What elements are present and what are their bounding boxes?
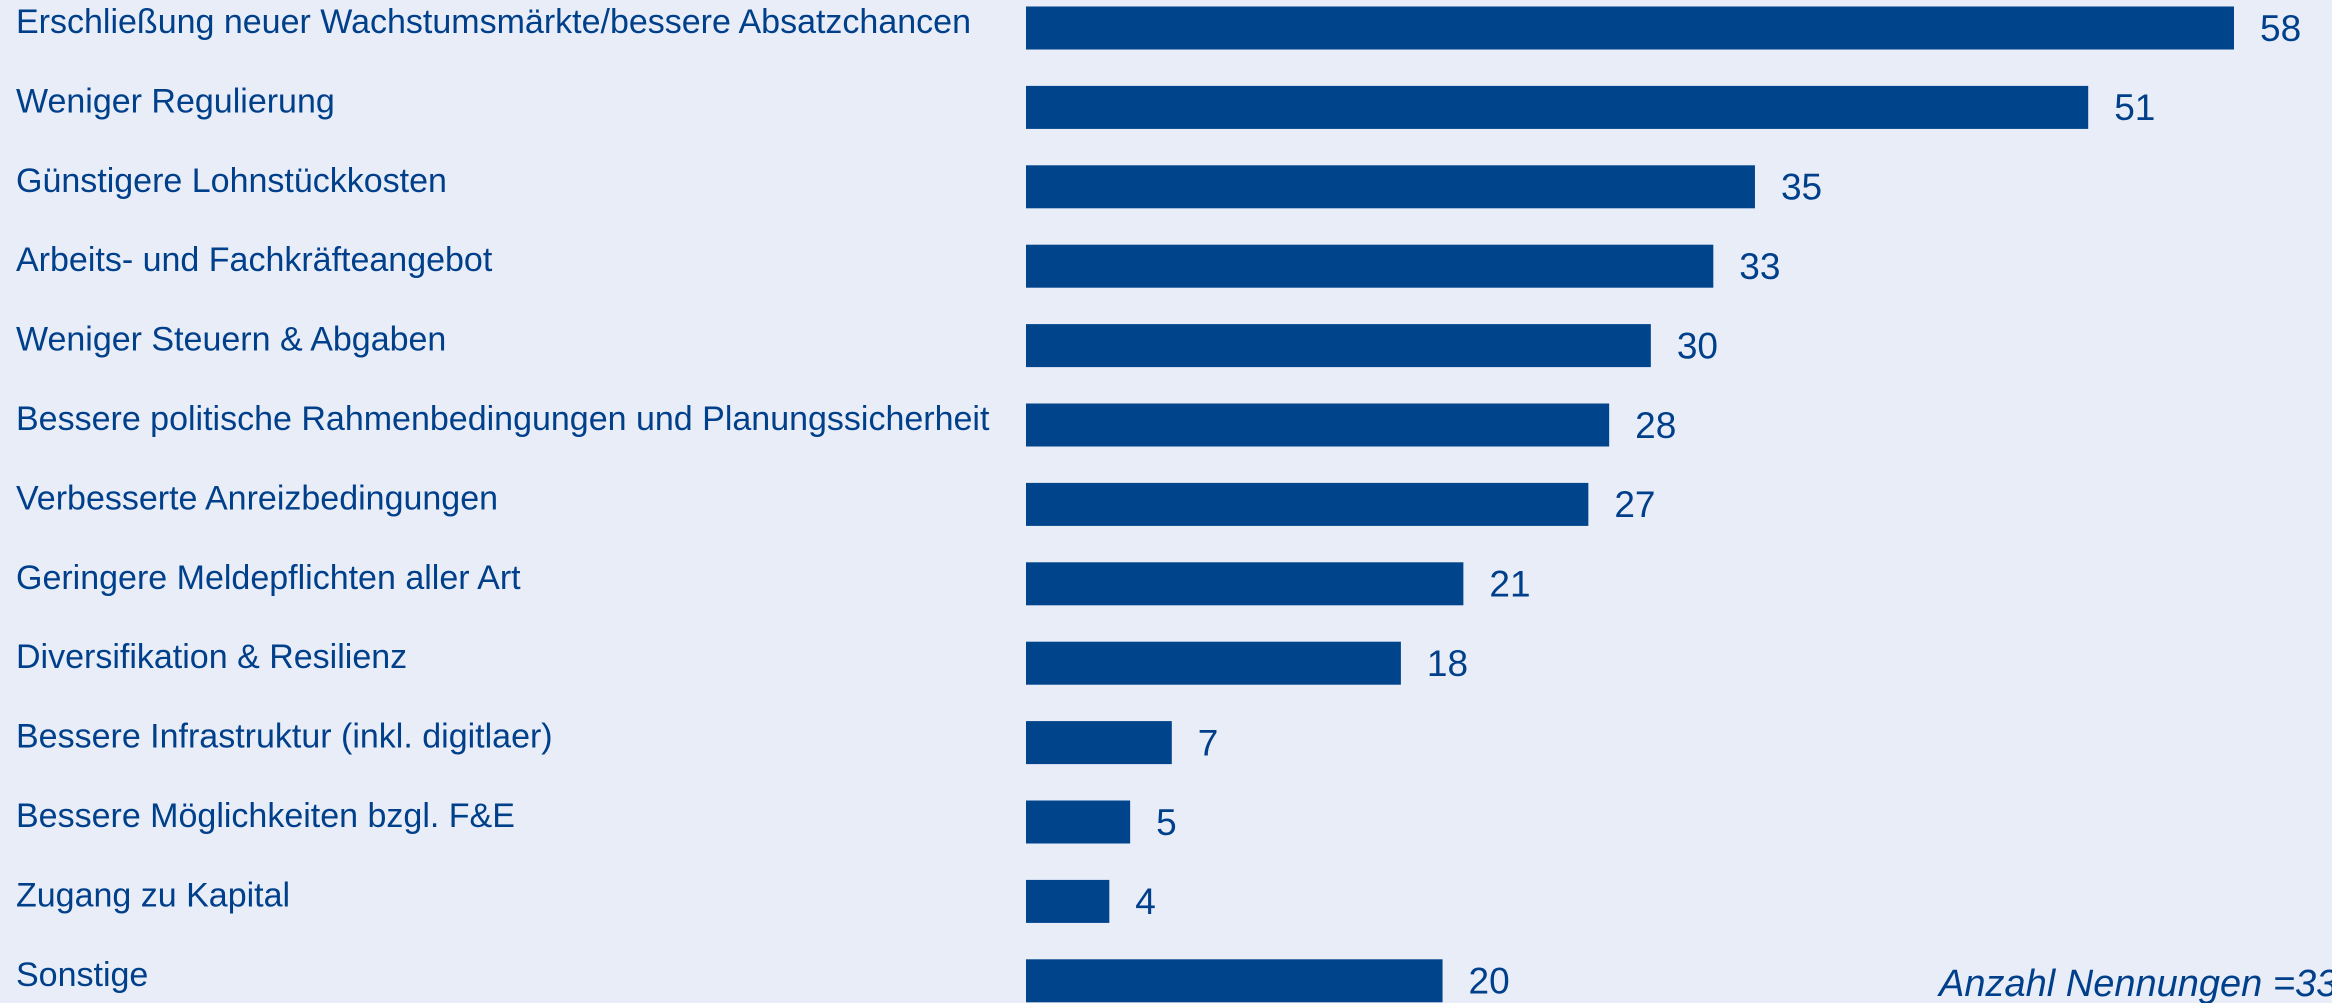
value-label: 4 <box>1135 881 1156 922</box>
value-label: 21 <box>1489 564 1530 605</box>
value-label: 51 <box>2114 87 2155 128</box>
value-label: 33 <box>1739 246 1780 287</box>
bar <box>1026 721 1172 765</box>
category-label: Bessere Möglichkeiten bzgl. F&E <box>16 797 515 835</box>
value-label: 28 <box>1635 405 1676 446</box>
value-label: 7 <box>1198 722 1219 763</box>
bar <box>1026 959 1443 1003</box>
bar <box>1026 482 1589 526</box>
value-label: 35 <box>1781 167 1822 208</box>
category-label: Erschließung neuer Wachstumsmärkte/besse… <box>16 3 971 41</box>
bar <box>1026 6 2234 50</box>
bar <box>1026 800 1131 844</box>
bar <box>1026 85 2089 129</box>
bar <box>1026 324 1651 368</box>
category-label: Diversifikation & Resilienz <box>16 638 407 676</box>
value-label: 27 <box>1614 484 1655 525</box>
category-label: Weniger Steuern & Abgaben <box>16 321 446 359</box>
category-label: Geringere Meldepflichten aller Art <box>16 559 521 597</box>
value-label: 30 <box>1677 325 1718 366</box>
bar <box>1026 244 1714 288</box>
category-label: Sonstige <box>16 956 148 994</box>
bar <box>1026 403 1610 447</box>
bar <box>1026 641 1401 685</box>
value-label: 20 <box>1469 961 1510 1002</box>
category-label: Verbesserte Anreizbedingungen <box>16 479 498 517</box>
category-label: Weniger Regulierung <box>16 82 335 120</box>
bar <box>1026 562 1464 606</box>
bar <box>1026 879 1110 923</box>
bar <box>1026 165 1755 209</box>
category-label: Zugang zu Kapital <box>16 876 290 914</box>
category-label: Arbeits- und Fachkräfteangebot <box>16 241 493 279</box>
category-label: Bessere politische Rahmenbedingungen und… <box>16 400 990 438</box>
category-label: Bessere Infrastruktur (inkl. digitlaer) <box>16 718 553 756</box>
category-label: Günstigere Lohnstückkosten <box>16 162 447 200</box>
value-label: 18 <box>1427 643 1468 684</box>
annotation: Anzahl Nennungen =33 <box>1937 963 2332 1003</box>
value-label: 58 <box>2260 8 2301 49</box>
value-label: 5 <box>1156 802 1177 843</box>
